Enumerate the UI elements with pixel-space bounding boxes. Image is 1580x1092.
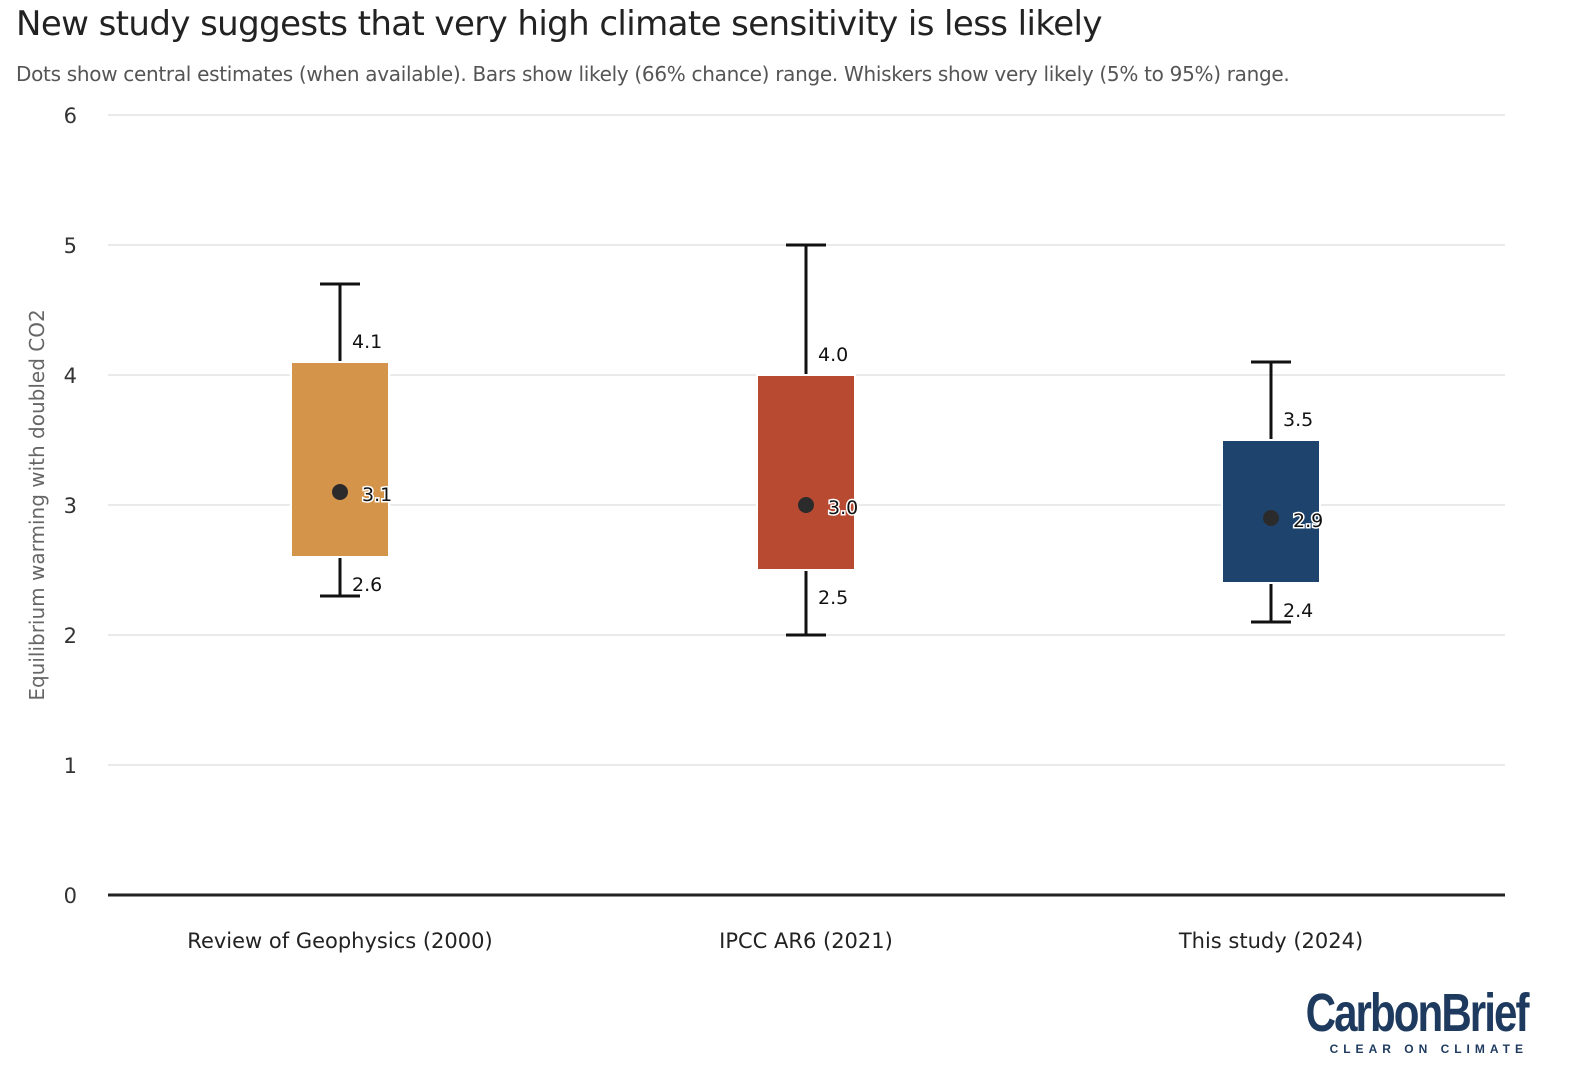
x-axis-labels: Review of Geophysics (2000) IPCC AR6 (202… (187, 929, 1363, 953)
central-estimate-label: 2.9 (1293, 510, 1323, 532)
box-group-3: 3.5 2.9 2.4 (1221, 360, 1325, 624)
central-estimate-dot (798, 497, 814, 513)
y-tick-label-2: 2 (64, 624, 77, 648)
central-estimate-label: 3.1 (362, 484, 392, 506)
x-category-label-1: Review of Geophysics (2000) (187, 929, 492, 953)
likely-high-label: 4.0 (818, 344, 848, 366)
box-group-2: 4.0 3.0 2.5 (756, 243, 860, 637)
chart-subtitle: Dots show central estimates (when availa… (16, 62, 1290, 86)
box-group-1: 4.1 3.1 2.6 (290, 282, 394, 598)
central-estimate-label: 3.0 (828, 497, 858, 519)
y-tick-label-3: 3 (64, 494, 77, 518)
y-tick-label-6: 6 (64, 104, 77, 128)
y-tick-label-0: 0 (64, 884, 77, 908)
y-tick-label-5: 5 (64, 234, 77, 258)
x-category-label-2: IPCC AR6 (2021) (719, 929, 893, 953)
y-tick-label-4: 4 (64, 364, 77, 388)
central-estimate-dot (1263, 510, 1279, 526)
logo-tagline: CLEAR ON CLIMATE (1329, 1042, 1528, 1056)
likely-range-bar (290, 361, 390, 558)
chart-title: New study suggests that very high climat… (16, 4, 1102, 44)
y-tick-label-1: 1 (64, 754, 77, 778)
likely-range-bar (756, 374, 856, 571)
carbonbrief-logo: CarbonBrief CLEAR ON CLIMATE (1243, 983, 1530, 1056)
logo-wordmark: CarbonBrief (1306, 983, 1530, 1043)
likely-low-label: 2.5 (818, 587, 848, 609)
likely-high-label: 4.1 (352, 331, 382, 353)
box-series: 4.1 3.1 2.6 4.0 3.0 2.5 3.5 2.9 2.4 (290, 243, 1325, 637)
likely-high-label: 3.5 (1283, 409, 1313, 431)
likely-low-label: 2.4 (1283, 600, 1313, 622)
likely-low-label: 2.6 (352, 574, 382, 596)
central-estimate-dot (332, 484, 348, 500)
x-category-label-3: This study (2024) (1178, 929, 1363, 953)
y-axis-label: Equilibrium warming with doubled CO2 (25, 309, 49, 700)
y-axis-ticks: 0 1 2 3 4 5 6 (64, 104, 77, 908)
